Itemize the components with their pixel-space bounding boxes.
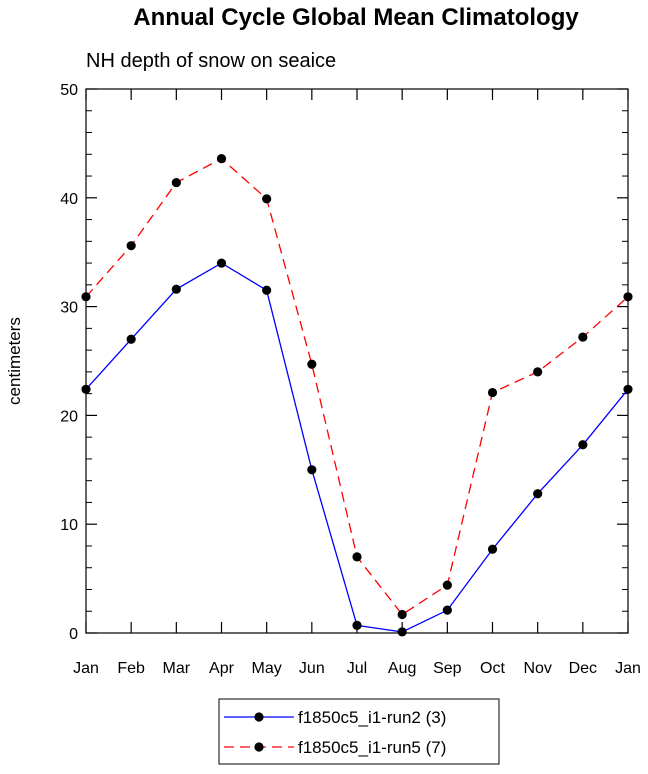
legend-marker-1 <box>254 712 264 722</box>
series-2-point <box>578 332 588 342</box>
series-2-point <box>487 387 498 398</box>
legend-marker-2 <box>254 742 264 752</box>
series-1-point <box>126 334 136 344</box>
series-1-point <box>216 258 227 268</box>
series-line-2 <box>85 157 629 616</box>
series-1-point <box>487 544 498 554</box>
series-1-point <box>307 465 317 475</box>
x-tick-label: Dec <box>569 660 597 677</box>
y-tick-label: 30 <box>60 300 78 317</box>
minor-ticks <box>86 110 628 612</box>
x-tick-label: May <box>252 660 282 677</box>
y-tick-label: 0 <box>69 626 78 643</box>
series-2-point <box>442 580 452 590</box>
x-tick-label: Apr <box>209 660 235 677</box>
legend: f1850c5_i1-run2 (3) f1850c5_i1-run5 (7) <box>218 698 500 765</box>
series-1-point <box>442 605 452 615</box>
series-1-point <box>533 489 543 499</box>
x-tick-label: Jul <box>347 660 367 677</box>
series-2-point <box>216 154 227 164</box>
series-2-point <box>397 609 407 620</box>
y-tick-label: 40 <box>60 191 78 208</box>
series-line-1 <box>85 262 629 633</box>
y-axis-label: centimeters <box>5 317 24 405</box>
series-1-point <box>397 627 407 637</box>
plot-frame <box>85 88 629 634</box>
chart-title: Annual Cycle Global Mean Climatology <box>133 4 579 31</box>
legend-label-1: f1850c5_i1-run2 (3) <box>298 708 446 727</box>
y-tick-label: 50 <box>60 82 78 99</box>
legend-box <box>218 698 500 765</box>
x-tick-label: Oct <box>480 660 505 677</box>
legend-items: f1850c5_i1-run2 (3) f1850c5_i1-run5 (7) <box>224 708 446 757</box>
series-2-point <box>533 367 543 377</box>
y-tick-label: 10 <box>60 517 78 534</box>
series-1-point <box>171 284 181 294</box>
series-2-point <box>352 552 362 562</box>
x-tick-label: Nov <box>523 660 551 677</box>
series-1-point <box>578 440 588 450</box>
x-tick-label: Aug <box>388 660 416 677</box>
x-tick-label: Sep <box>433 660 462 677</box>
major-ticks <box>85 88 629 634</box>
series-2-point <box>307 359 317 369</box>
x-tick-label: Mar <box>163 660 191 677</box>
legend-label-2: f1850c5_i1-run5 (7) <box>298 738 446 757</box>
y-tick-label: 20 <box>60 408 78 425</box>
y-tick-labels: 0 10 20 30 40 50 <box>60 82 78 643</box>
chart-subtitle: NH depth of snow on seaice <box>86 50 336 72</box>
series-2-point <box>126 241 136 251</box>
x-tick-label: Feb <box>117 660 145 677</box>
series-2-point <box>262 194 272 204</box>
series-1-point <box>262 285 272 295</box>
x-tick-label: Jan <box>615 660 641 677</box>
series-1-point <box>352 620 362 630</box>
x-tick-label: Jan <box>73 660 99 677</box>
x-tick-labels: Jan Feb Mar Apr May Jun Jul Aug Sep Oct Nov Dec Jan <box>73 660 641 677</box>
series-layer <box>81 154 633 637</box>
series-2-point <box>171 177 181 188</box>
x-tick-label: Jun <box>299 660 325 677</box>
